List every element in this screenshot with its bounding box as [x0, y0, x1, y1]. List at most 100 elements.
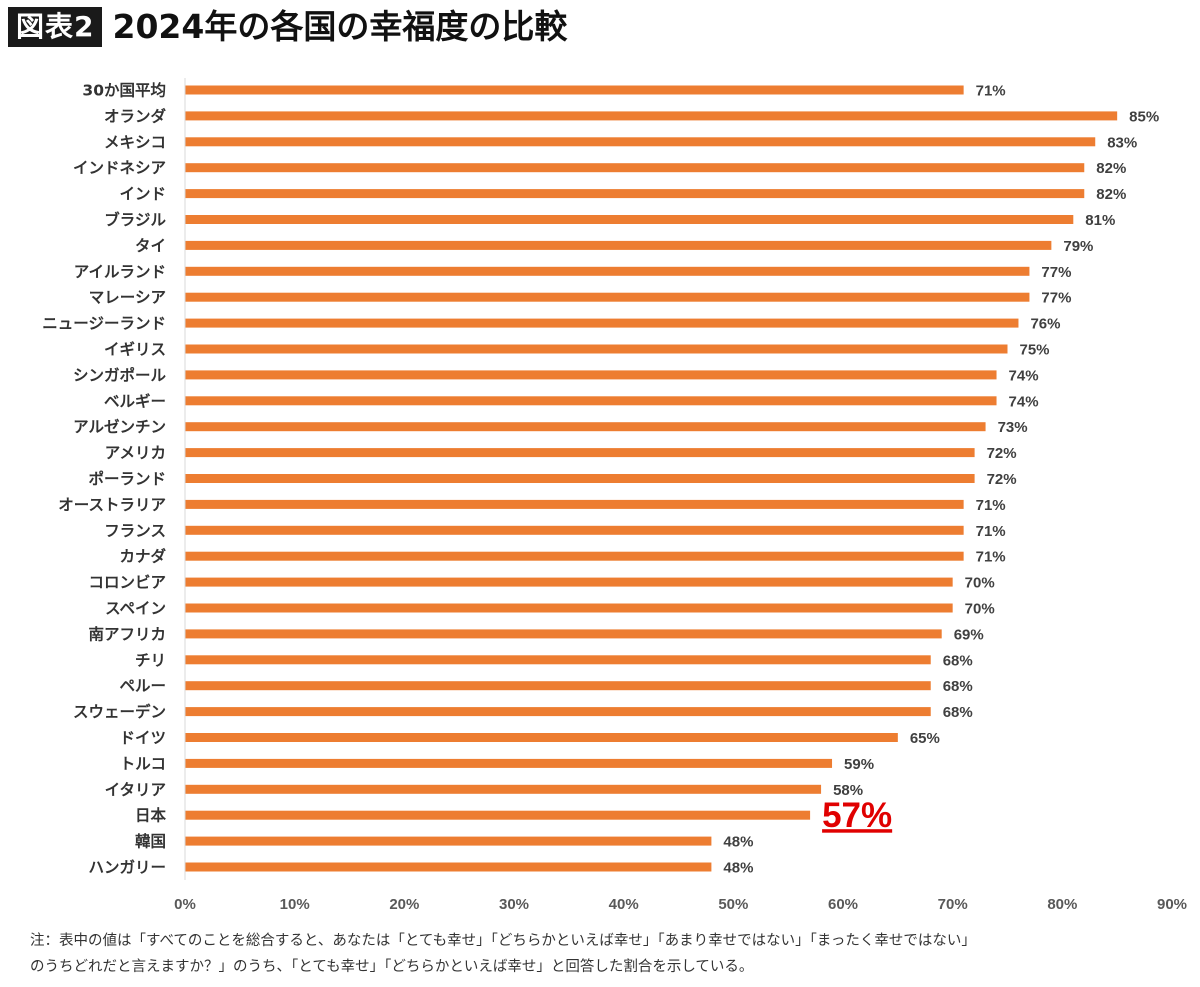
category-label: オランダ [104, 106, 167, 125]
data-label: 81% [1085, 212, 1115, 229]
bar [185, 499, 964, 509]
data-label: 82% [1096, 160, 1126, 177]
category-label: ペルー [119, 677, 166, 695]
bar [185, 189, 1085, 199]
bar [185, 111, 1118, 121]
category-label: イギリス [104, 341, 166, 359]
chart-header: 図表2 2024年の各国の幸福度の比較 [8, 6, 567, 48]
bar [185, 733, 898, 742]
data-label: 58% [833, 782, 863, 799]
data-label: 71% [976, 83, 1006, 100]
data-label: 76% [1030, 316, 1060, 333]
bar [185, 396, 997, 406]
data-label: 68% [943, 652, 973, 669]
figure-number-badge: 図表2 [8, 7, 103, 47]
category-label: タイ [135, 237, 166, 255]
category-label: 南アフリカ [88, 624, 166, 643]
category-label: 30か国平均 [82, 81, 166, 100]
category-label: ベルギー [104, 392, 166, 410]
data-label: 48% [723, 860, 753, 877]
category-label: コロンビア [88, 574, 166, 592]
data-label: 48% [723, 834, 753, 851]
category-label: イタリア [105, 781, 166, 799]
category-label: カナダ [119, 547, 166, 566]
x-tick-label: 40% [609, 896, 639, 913]
category-label: ドイツ [119, 729, 166, 747]
category-label: インドネシア [73, 159, 166, 177]
bar [185, 474, 975, 483]
bar [185, 836, 712, 846]
bar [185, 448, 975, 458]
x-tick-label: 60% [828, 896, 858, 913]
bar [185, 215, 1074, 224]
category-label: インド [119, 185, 166, 203]
category-label: アメリカ [105, 444, 166, 462]
category-label: オーストラリア [58, 496, 166, 514]
x-tick-label: 30% [499, 896, 529, 913]
data-label: 68% [943, 678, 973, 695]
data-label: 75% [1020, 342, 1050, 359]
data-label: 74% [1009, 367, 1039, 384]
x-tick-label: 50% [718, 896, 748, 913]
data-label: 72% [987, 471, 1017, 488]
x-tick-label: 10% [280, 896, 310, 913]
category-label: 日本 [135, 806, 167, 825]
bar [185, 784, 822, 794]
category-label: ハンガリー [88, 859, 166, 877]
bar [185, 370, 997, 380]
data-label: 65% [910, 730, 940, 747]
bar [185, 344, 1008, 354]
category-label: メキシコ [104, 133, 166, 151]
category-label: アイルランド [74, 263, 166, 281]
bar [185, 163, 1085, 173]
data-label: 83% [1107, 134, 1137, 151]
bar [185, 551, 964, 561]
bar [185, 318, 1019, 328]
data-label: 70% [965, 601, 995, 618]
x-tick-label: 0% [174, 896, 196, 913]
data-label: 70% [965, 575, 995, 592]
footnote-line-1: 注：表中の値は「すべてのことを総合すると、あなたは「とても幸せ」「どちらかといえ… [30, 933, 976, 949]
category-label: シンガポール [73, 365, 167, 384]
highlight-data-label: 57% [822, 796, 892, 835]
footnote: 注：表中の値は「すべてのことを総合すると、あなたは「とても幸せ」「どちらかといえ… [30, 928, 1180, 980]
bar [185, 85, 964, 95]
bar [185, 137, 1096, 147]
bar [185, 525, 964, 535]
category-label: ポーランド [88, 469, 166, 488]
bar [185, 758, 833, 768]
bar [185, 292, 1030, 302]
category-label: フランス [104, 522, 166, 540]
x-tick-label: 90% [1157, 896, 1187, 913]
category-label: ニュージーランド [42, 315, 166, 333]
bar [185, 240, 1052, 250]
bar [185, 603, 953, 613]
data-label: 85% [1129, 108, 1159, 125]
bar [185, 655, 931, 665]
data-label: 69% [954, 626, 984, 643]
chart-title: 2024年の各国の幸福度の比較 [112, 7, 568, 46]
data-label: 71% [976, 523, 1006, 540]
bar [185, 422, 986, 432]
category-label: スペイン [105, 600, 166, 618]
x-tick-label: 20% [389, 896, 419, 913]
data-label: 77% [1041, 264, 1071, 281]
bar [185, 629, 942, 639]
category-label: ブラジル [104, 210, 166, 229]
bar [185, 266, 1030, 276]
data-label: 82% [1096, 186, 1126, 203]
data-label: 77% [1041, 290, 1071, 307]
category-label: トルコ [120, 755, 166, 773]
data-label: 79% [1063, 238, 1093, 255]
footnote-line-2: のうちどれだと言えますか？」のうち、「とても幸せ」「どちらかといえば幸せ」と回答… [30, 959, 754, 975]
data-label: 74% [1009, 393, 1039, 410]
data-label: 73% [998, 419, 1028, 436]
category-label: アルゼンチン [73, 417, 166, 436]
data-label: 71% [976, 549, 1006, 566]
bar [185, 862, 712, 872]
category-label: スウェーデン [73, 702, 166, 721]
x-tick-label: 80% [1047, 896, 1077, 913]
data-label: 72% [987, 445, 1017, 462]
data-label: 68% [943, 704, 973, 721]
